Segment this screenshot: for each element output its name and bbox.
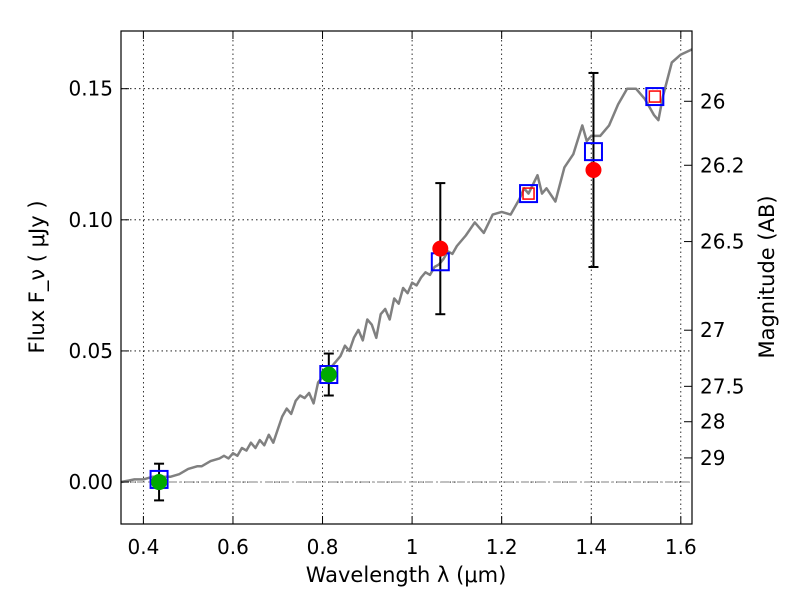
y2-tick-label-5: 28: [700, 410, 725, 434]
model-point-1-3: [519, 184, 539, 204]
inner-point-2-0: [522, 187, 535, 200]
model-point-1-4: [583, 142, 603, 162]
y2-tick-label-4: 27.5: [700, 374, 745, 398]
y-tick-label-1: 0.05: [68, 339, 113, 363]
x-tick-label-1: 0.6: [217, 535, 249, 559]
y-tick-labels: 0.00 0.05 0.10 0.15: [68, 77, 113, 494]
data-point-4-1: [585, 161, 602, 178]
y-tick-label-2: 0.10: [68, 208, 113, 232]
y2-tick-label-2: 26.5: [700, 230, 745, 254]
model-point-1-1: [319, 365, 339, 385]
data-point-3-0: [151, 474, 168, 491]
y-axis-label: Flux F_ν ( μJy ): [25, 200, 50, 353]
x-tick-label-5: 1.4: [575, 535, 607, 559]
y2-tick-label-0: 26: [700, 89, 725, 113]
model-spectrum-line: [120, 48, 693, 484]
errorbar-layer: [154, 71, 599, 502]
spectrum-layer: [120, 48, 693, 484]
data-point-4-0: [432, 240, 449, 257]
y2-tick-label-3: 27: [700, 318, 725, 342]
x-tick-labels: 0.4 0.6 0.8 1 1.2 1.4 1.6: [127, 535, 696, 559]
x-tick-label-2: 0.8: [307, 535, 339, 559]
data-point-3-1: [320, 366, 337, 383]
x-tick-label-6: 1.6: [665, 535, 697, 559]
plot-frame: [120, 30, 693, 525]
inner-point-2-1: [648, 90, 662, 103]
x-tick-label-4: 1.2: [486, 535, 518, 559]
x-tick-label-3: 1: [406, 535, 419, 559]
y2-tick-label-6: 29: [700, 446, 725, 470]
y2-tick-label-1: 26.2: [700, 153, 745, 177]
y2-tick-labels: 26 26.2 26.5 27 27.5 28 29: [700, 89, 745, 470]
y-tick-label-3: 0.15: [68, 77, 113, 101]
model-point-1-5: [645, 87, 665, 107]
grid-layer: [121, 31, 692, 524]
marker-layer: [149, 87, 665, 491]
y-tick-label-0: 0.00: [68, 470, 113, 494]
x-tick-label-0: 0.4: [127, 535, 159, 559]
x-axis-label: Wavelength λ (μm): [306, 563, 507, 587]
y2-axis-label: Magnitude (AB): [755, 195, 779, 358]
tick-layer: [121, 31, 692, 524]
